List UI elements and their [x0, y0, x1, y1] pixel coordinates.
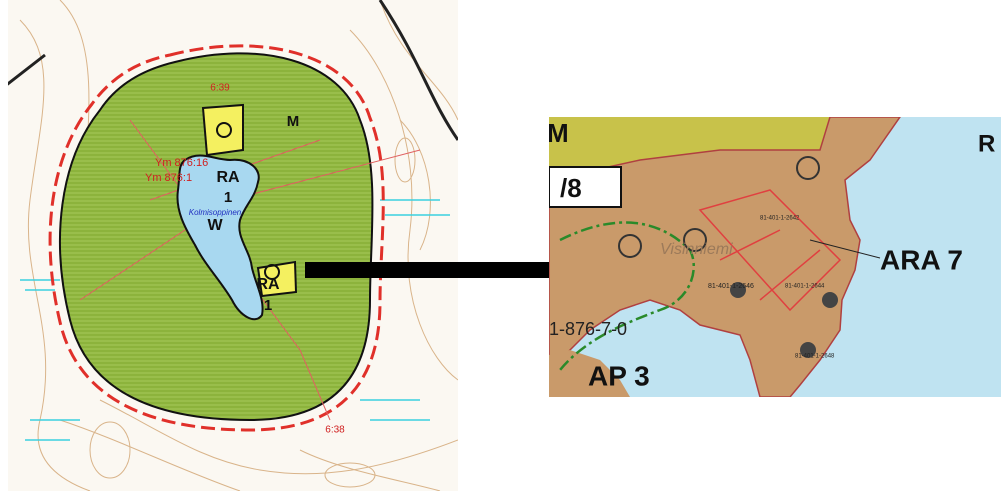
map-label: ARA 7 [880, 244, 963, 275]
map-label: 1 [264, 297, 272, 314]
marsh-hatching [20, 199, 450, 441]
label-box [549, 166, 622, 208]
building-markers [730, 282, 838, 358]
boundary-line [559, 221, 695, 371]
map-label: RA [256, 276, 280, 293]
building-plot [256, 260, 298, 298]
right-map: M /8 R Visinniemi 81-401-1-2642 ARA 7 81… [547, 117, 1001, 397]
boundary-dashed [48, 44, 385, 432]
left-map: 6:39 M RA 1 W RA 1 Ym 876:16 Ym 876:1 Ko… [8, 0, 458, 491]
road [8, 0, 458, 141]
map-label: 81-401-1-2642 [760, 216, 800, 222]
map-label: M [547, 118, 569, 148]
building-symbol [216, 122, 232, 138]
map-label: 1 [224, 189, 232, 206]
map-label: 6:39 [210, 83, 230, 94]
map-label: AP 3 [588, 360, 650, 391]
map-label: RA [216, 169, 240, 186]
map-label: /8 [560, 173, 582, 203]
map-label: Visinniemi [660, 241, 733, 258]
map-label: W [207, 217, 223, 234]
circle-symbols [618, 156, 820, 258]
map-label: 81-401-1-2646 [708, 283, 754, 290]
lake [176, 154, 264, 321]
building-zone [549, 350, 630, 397]
map-label: 1-876-7-0 [549, 319, 627, 339]
map-label: Kolmisoppinen [189, 208, 242, 217]
map-label: 81-401-1-2644 [785, 284, 825, 290]
map-label: Ym 876:1 [145, 172, 192, 184]
leader-line [809, 239, 881, 259]
map-label: 6:38 [325, 425, 345, 436]
map-label: R [978, 130, 995, 157]
map-label: 81-401-1-2648 [795, 354, 835, 360]
building-symbol [264, 264, 280, 280]
map-label: M [287, 113, 300, 130]
plot-lines [698, 189, 842, 312]
map-label: Ym 876:16 [155, 157, 208, 169]
building-plot [201, 103, 244, 157]
